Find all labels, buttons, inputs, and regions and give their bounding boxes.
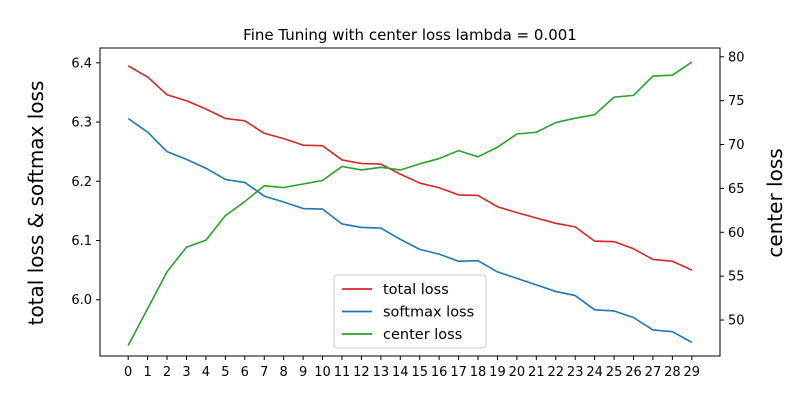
x-tick-label: 26 bbox=[625, 365, 642, 380]
y-left-tick-label: 6.4 bbox=[71, 56, 92, 71]
y-left-tick-label: 6.0 bbox=[71, 293, 92, 308]
x-tick-label: 20 bbox=[509, 365, 526, 380]
x-tick-label: 1 bbox=[143, 365, 151, 380]
y-left-tick-label: 6.2 bbox=[71, 175, 92, 190]
y-left-tick-label: 6.1 bbox=[71, 234, 92, 249]
y-right-tick-label: 60 bbox=[728, 226, 745, 241]
x-tick-label: 9 bbox=[299, 365, 307, 380]
x-tick-label: 21 bbox=[528, 365, 545, 380]
y-right-tick-label: 70 bbox=[728, 138, 745, 153]
plot-frame bbox=[99, 47, 721, 357]
y-axis-left-title: total loss & softmax loss bbox=[24, 81, 48, 326]
x-tick-label: 17 bbox=[450, 365, 467, 380]
series-line-center-loss bbox=[127, 61, 693, 346]
x-tick-label: 0 bbox=[124, 365, 132, 380]
x-tick-label: 13 bbox=[373, 365, 390, 380]
x-tick-label: 4 bbox=[202, 365, 210, 380]
series-line-softmax-loss bbox=[127, 117, 693, 344]
y-axis-right-title: center loss bbox=[763, 148, 787, 257]
x-tick-label: 24 bbox=[586, 365, 603, 380]
series-line-total-loss bbox=[127, 65, 693, 271]
y-right-tick-label: 55 bbox=[728, 270, 745, 285]
legend-label: center loss bbox=[383, 327, 462, 343]
x-tick-label: 11 bbox=[334, 365, 351, 380]
x-tick-label: 18 bbox=[470, 365, 487, 380]
x-tick-label: 2 bbox=[163, 365, 171, 380]
legend: total loss softmax loss center loss bbox=[333, 274, 487, 349]
x-tick-label: 7 bbox=[260, 365, 268, 380]
x-tick-label: 12 bbox=[353, 365, 370, 380]
x-tick-label: 19 bbox=[489, 365, 506, 380]
y-right-tick-label: 75 bbox=[728, 94, 745, 109]
x-tick-label: 23 bbox=[567, 365, 584, 380]
legend-box bbox=[333, 274, 487, 349]
x-tick-label: 3 bbox=[182, 365, 190, 380]
x-tick-label: 6 bbox=[241, 365, 249, 380]
x-tick-label: 10 bbox=[314, 365, 331, 380]
plot-area: 0 1 2 3 4 5 6 7 8 9 10 11 12 13 14 15 16 17 18 19 20 21 22 23 24… bbox=[71, 47, 745, 380]
x-tick-label: 8 bbox=[280, 365, 288, 380]
x-tick-label: 22 bbox=[547, 365, 564, 380]
x-tick-label: 5 bbox=[221, 365, 229, 380]
x-tick-label: 27 bbox=[645, 365, 662, 380]
legend-label: softmax loss bbox=[383, 305, 474, 321]
x-tick-label: 29 bbox=[684, 365, 701, 380]
x-tick-label: 15 bbox=[411, 365, 428, 380]
x-tick-label: 28 bbox=[664, 365, 681, 380]
y-right-tick-label: 80 bbox=[728, 50, 745, 65]
legend-label: total loss bbox=[383, 282, 449, 298]
x-tick-label: 25 bbox=[606, 365, 623, 380]
y-right-tick-label: 65 bbox=[728, 182, 745, 197]
x-tick-label: 16 bbox=[431, 365, 448, 380]
x-tick-label: 14 bbox=[392, 365, 409, 380]
y-left-tick-label: 6.3 bbox=[71, 116, 92, 131]
chart-title: Fine Tuning with center loss lambda = 0.… bbox=[243, 26, 577, 44]
y-right-tick-label: 50 bbox=[728, 314, 745, 329]
